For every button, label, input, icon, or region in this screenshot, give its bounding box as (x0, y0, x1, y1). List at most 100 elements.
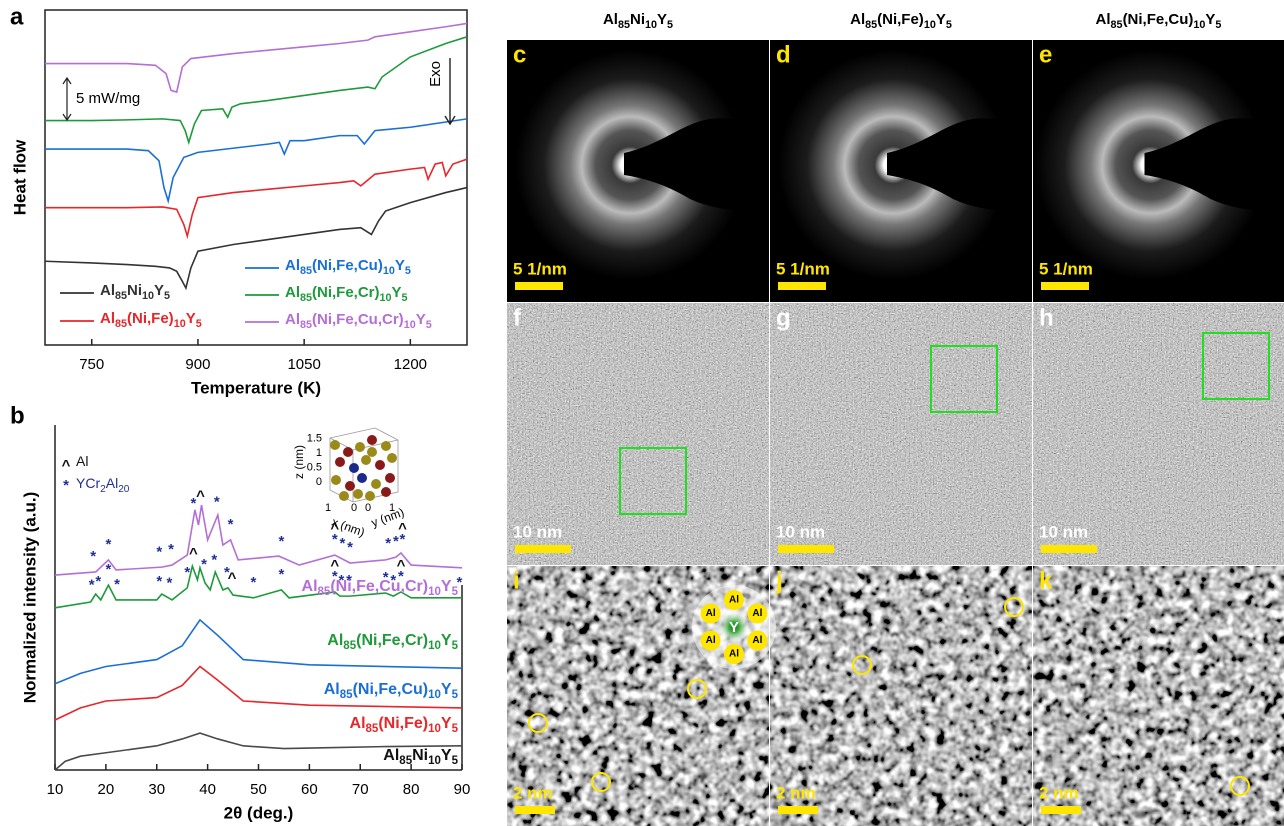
atom-label: Al (752, 635, 762, 646)
peak-marker: * (385, 535, 391, 552)
peak-marker: * (278, 533, 284, 550)
x-tick-label: 70 (352, 781, 369, 798)
inset-tick-label: 0 (351, 502, 357, 514)
scale-bar-label: 10 nm (513, 522, 562, 541)
panel-label: f (513, 304, 522, 331)
peak-marker: ^ (189, 545, 198, 562)
series-label: Al85(Ni,Fe,Cr)10Y5 (327, 632, 458, 652)
series-label: Al85Ni10Y5 (383, 747, 458, 767)
x-tick-label: 60 (301, 781, 318, 798)
panel-label: i (513, 567, 520, 594)
annotation: 5 mW/mg (76, 90, 140, 107)
legend-label: Al85(Ni,Fe,Cr)10Y5 (285, 284, 408, 304)
atom-label: Y (729, 619, 739, 636)
inset-tick-label: 1 (316, 447, 322, 459)
scale-bar-label: 5 1/nm (513, 259, 567, 278)
peak-marker: * (168, 541, 174, 558)
peak-marker: * (340, 535, 346, 552)
image-panel: c 5 1/nm (507, 40, 769, 302)
image-panel: e 5 1/nm (1033, 40, 1284, 302)
legend-symbol: ^ (62, 457, 71, 474)
series-line (45, 159, 467, 236)
scale-bar-label: 2 nm (513, 783, 553, 802)
scale-bar-label: 10 nm (1039, 522, 1088, 541)
scale-bar-label: 5 1/nm (776, 259, 830, 278)
x-tick-label: 900 (185, 356, 210, 373)
legend-label: YCr2Al20 (76, 475, 130, 495)
panel-label: j (775, 567, 783, 594)
legend-label: Al85Ni10Y5 (100, 282, 170, 302)
peak-marker: * (211, 552, 217, 569)
panel-label: g (776, 304, 791, 331)
peak-marker: * (156, 543, 162, 560)
atom-label: Al (752, 608, 762, 619)
inset-axis-title: z (nm) (292, 445, 306, 479)
legend-symbol: * (63, 477, 69, 494)
image-panel: d 5 1/nm (770, 40, 1032, 302)
peak-marker: * (95, 573, 101, 590)
y-axis-title: Heat flow (10, 139, 29, 215)
peak-marker: * (114, 576, 120, 593)
peak-marker: * (214, 493, 220, 510)
scale-bar-label: 2 nm (776, 783, 816, 802)
peak-marker: * (201, 556, 207, 573)
peak-marker: * (184, 564, 190, 581)
peak-marker: ^ (196, 488, 205, 505)
panel-label: c (513, 41, 526, 68)
inset-tick-label: 1 (325, 502, 331, 514)
legend-label: Al85(Ni,Fe,Cu)10Y5 (285, 257, 411, 277)
peak-marker: * (105, 536, 111, 553)
image-panel: f 10 nm (507, 303, 769, 565)
peak-marker: ^ (228, 570, 237, 587)
page: {"chart_data": [ {"type": "line", "panel… (0, 0, 1284, 826)
column-title: Al85(Ni,Fe)10Y5 (850, 11, 952, 31)
inset-tick-label: 0 (316, 476, 322, 488)
y-axis-title: Normalized intensity (a.u.) (20, 492, 39, 704)
x-tick-label: 50 (250, 781, 267, 798)
panel-label: b (10, 402, 25, 429)
scale-bar-label: 5 1/nm (1039, 259, 1093, 278)
inset-tick-label: 0 (365, 502, 371, 514)
panel-label: e (1039, 41, 1052, 68)
peak-marker: ^ (397, 557, 406, 574)
atom-label: Al (729, 595, 739, 606)
image-panel: g10 nm (770, 303, 1032, 565)
legend-label: Al85(Ni,Fe,Cu,Cr)10Y5 (285, 311, 432, 331)
panel-label: d (776, 41, 791, 68)
legend-label: Al85(Ni,Fe)10Y5 (100, 310, 202, 330)
x-tick-label: 90 (454, 781, 471, 798)
atom-label: Al (706, 635, 716, 646)
x-axis-title: Temperature (K) (191, 378, 321, 397)
image-panel: k 2 nm (1033, 566, 1284, 826)
peak-marker: * (228, 516, 234, 533)
x-tick-label: 40 (199, 781, 216, 798)
series-label: Al85(Ni,Fe,Cu,Cr)10Y5 (302, 578, 459, 598)
x-tick-label: 750 (79, 356, 104, 373)
image-panel: j 2 nm (770, 566, 1032, 826)
figure: 75090010501200Temperature (K)Heat flowa1… (0, 0, 1284, 826)
scale-bar-label: 2 nm (1039, 783, 1079, 802)
series-label: Al85(Ni,Fe,Cu)10Y5 (324, 681, 459, 701)
peak-marker: * (250, 574, 256, 591)
series-line (55, 620, 462, 684)
x-tick-label: 1200 (394, 356, 427, 373)
image-panel: h10 nm (1033, 303, 1284, 565)
peak-marker: * (90, 548, 96, 565)
series-line (45, 23, 467, 92)
atom-label: Al (706, 608, 716, 619)
x-axis-title: 2θ (deg.) (224, 803, 294, 822)
inset-tick-label: 1.5 (307, 432, 322, 444)
peak-marker: * (278, 566, 284, 583)
atom-label: Al (729, 649, 739, 660)
annotation: Exo (427, 61, 444, 87)
peak-marker: * (156, 573, 162, 590)
peak-marker: * (167, 574, 173, 591)
peak-marker: ^ (398, 520, 407, 537)
x-tick-label: 30 (148, 781, 165, 798)
column-title: Al85(Ni,Fe,Cu)10Y5 (1096, 11, 1222, 31)
peak-marker: * (347, 539, 353, 556)
x-tick-label: 20 (98, 781, 115, 798)
series-label: Al85(Ni,Fe)10Y5 (350, 715, 459, 735)
legend-label: Al (76, 453, 88, 469)
panel-label: k (1039, 567, 1053, 594)
